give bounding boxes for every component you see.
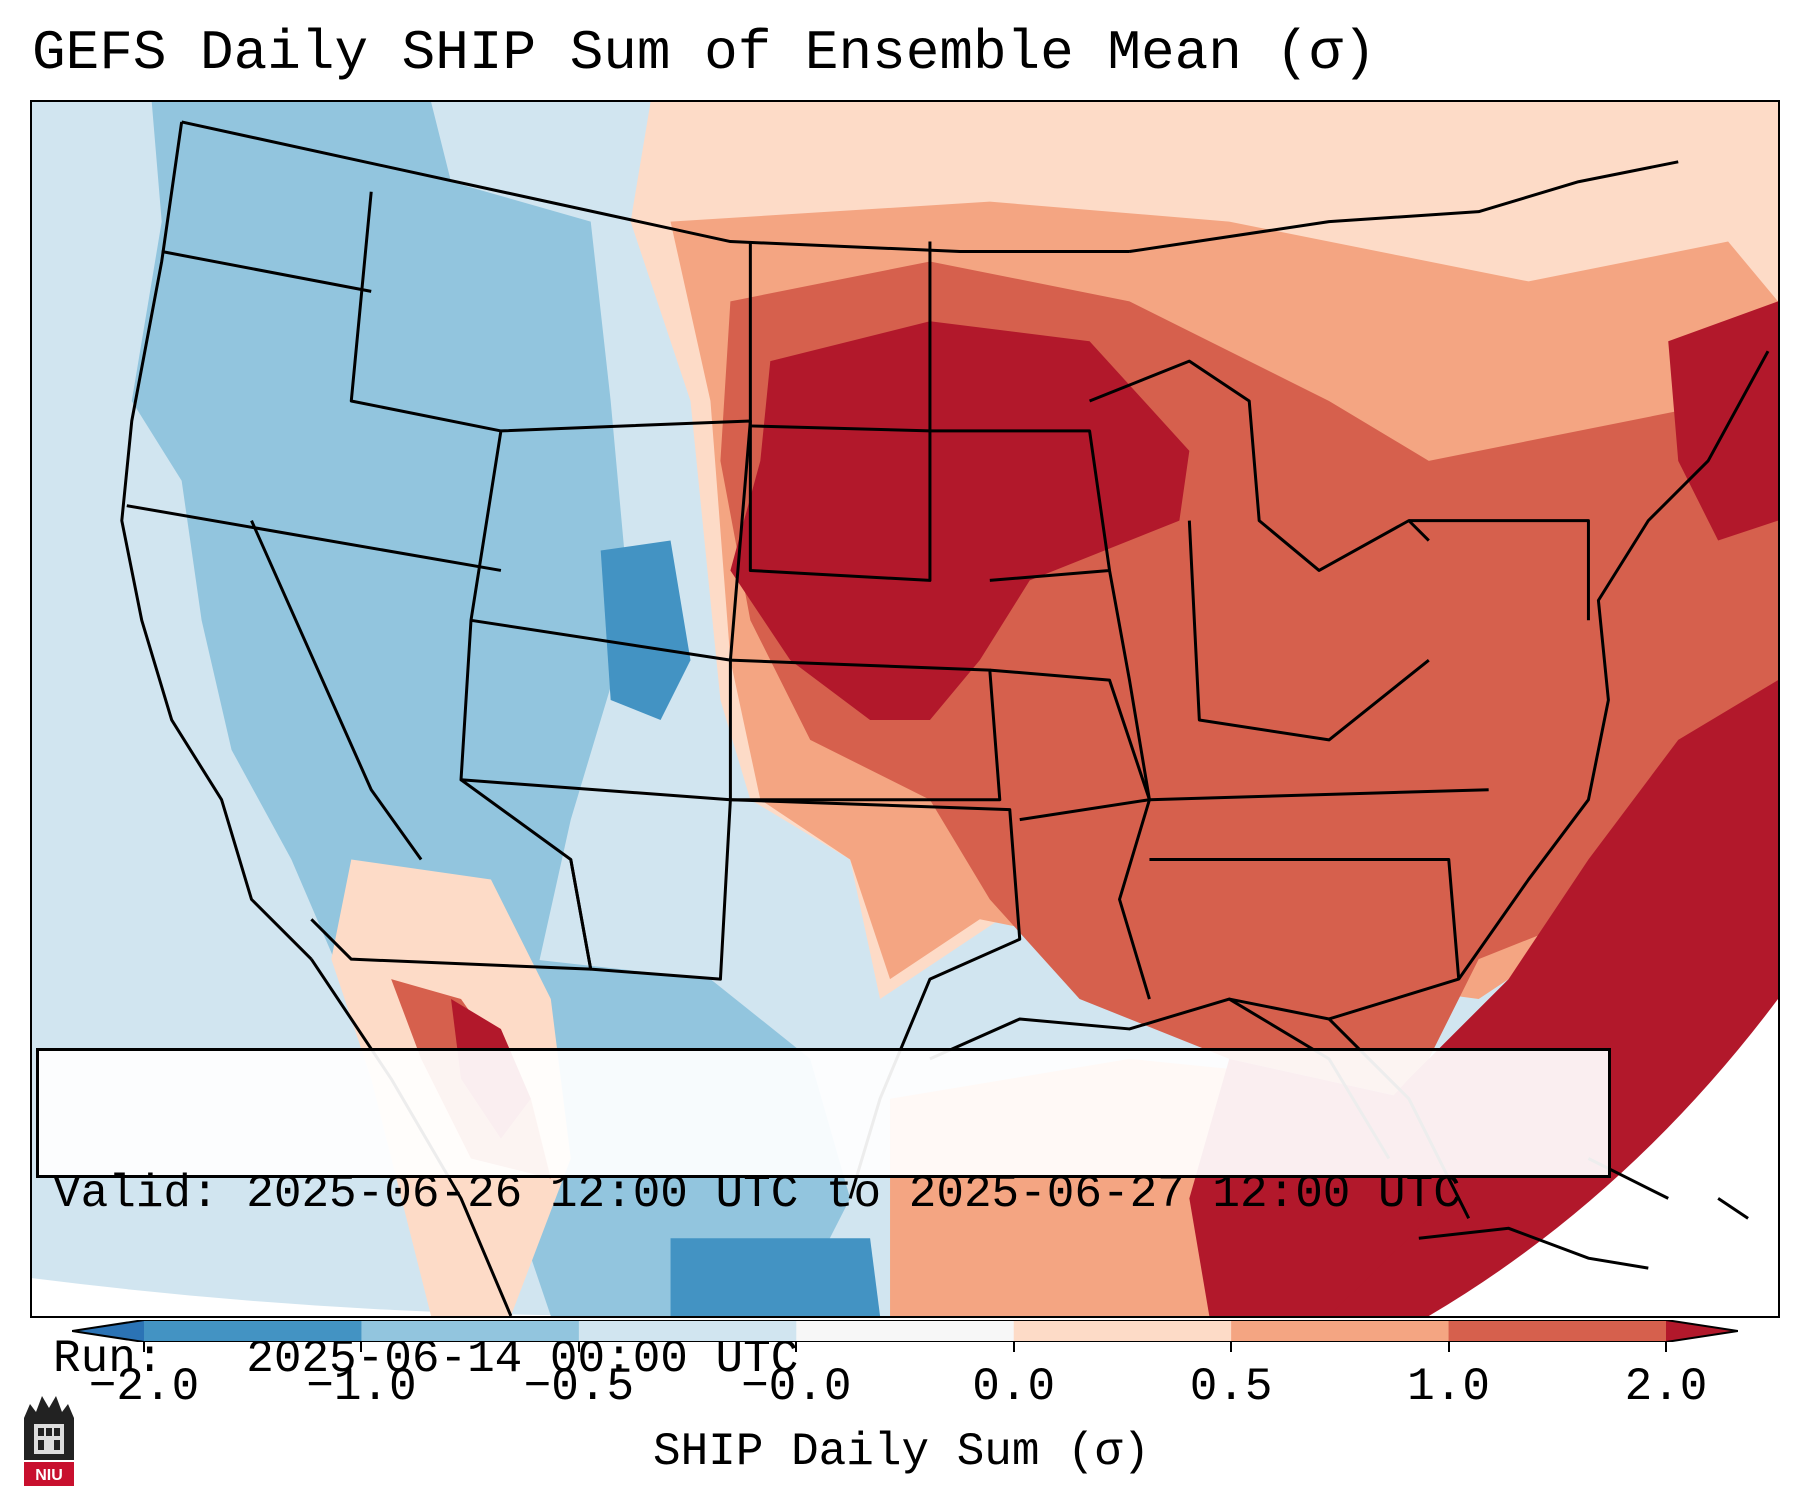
us-west-coast xyxy=(120,121,313,961)
map-panel[interactable] xyxy=(30,100,1780,1318)
new-mexico-arizona xyxy=(310,778,593,971)
colorbar-extend-low xyxy=(72,1320,144,1342)
oregon-california xyxy=(126,504,502,572)
missouri-arkansas xyxy=(989,668,1151,822)
colorbar-tick-mark xyxy=(1665,1342,1667,1352)
colorbar-tick-label: −0.5 xyxy=(523,1361,635,1413)
colorbar-tick-label: −0.0 xyxy=(741,1361,852,1413)
valid-time-text: Valid: 2025-06-26 12:00 UTC to 2025-06-2… xyxy=(53,1168,1461,1220)
colorbar-label: SHIP Daily Sum (σ) xyxy=(653,1426,1150,1478)
colorbar-tick-mark xyxy=(1447,1342,1450,1352)
out-of-domain-corner xyxy=(32,1278,631,1316)
colorbar-segment xyxy=(1013,1320,1232,1342)
field-strong-positive-plains xyxy=(730,321,1190,720)
colorbar-segment xyxy=(1448,1320,1667,1342)
colorbar xyxy=(72,1320,1738,1342)
colorbar-tick-mark xyxy=(1012,1342,1015,1352)
colorbar-tick-label: 0.5 xyxy=(1189,1361,1273,1413)
idaho-line xyxy=(349,191,502,433)
cuba-outline xyxy=(1418,1226,1649,1270)
ohio-valley xyxy=(1187,520,1430,742)
field-strong-negative-colorado xyxy=(600,540,691,720)
colorbar-tick-label: −1.0 xyxy=(306,1361,417,1413)
map-canvas xyxy=(32,102,1778,1316)
colorbar-extend-high xyxy=(1666,1320,1738,1342)
colorbar-tick-label: −2.0 xyxy=(88,1361,200,1413)
colorbar-tick-mark xyxy=(577,1342,580,1352)
field-strong-negative-south xyxy=(670,1238,881,1316)
niu-logo-icon: NIU xyxy=(24,1396,74,1486)
colorbar-segment xyxy=(796,1320,1015,1342)
run-time-text: Run: 2025-06-14 00:00 UTC xyxy=(53,1333,799,1385)
niu-logo: NIU xyxy=(20,1390,78,1490)
field-negative-west xyxy=(131,102,631,1099)
nebraska-kansas xyxy=(730,658,1002,802)
south-dakota-line xyxy=(750,424,930,433)
canada-east xyxy=(1129,160,1679,253)
colorbar-tick-mark xyxy=(795,1342,798,1352)
colorado xyxy=(459,620,732,802)
northeast-states xyxy=(1408,519,1590,621)
colorbar-tick-mark xyxy=(1230,1342,1233,1352)
colorbar-tick-label: 2.0 xyxy=(1624,1361,1708,1413)
colorbar-tick-mark xyxy=(143,1342,145,1352)
field-strong-positive-northeast xyxy=(1668,301,1778,541)
colorbar-segment xyxy=(144,1320,362,1342)
colorbar-tick-label: 0.0 xyxy=(972,1361,1056,1413)
colorbar-segment xyxy=(361,1320,580,1342)
atlantic-coast xyxy=(1457,350,1770,980)
minnesota-iowa xyxy=(929,429,1112,582)
niu-logo-text: NIU xyxy=(35,1467,63,1484)
nevada-utah xyxy=(250,520,423,861)
colorbar-tick-label: 1.0 xyxy=(1407,1361,1490,1413)
chart-title: GEFS Daily SHIP Sum of Ensemble Mean (σ) xyxy=(32,21,1377,85)
colorbar-ticks: −2.0 −1.0 −0.5 −0.0 0.0 0.5 1.0 2.0 xyxy=(0,1342,1803,1412)
colorbar-segment xyxy=(578,1320,797,1342)
colorbar-segment xyxy=(1231,1320,1450,1342)
dakotas xyxy=(748,241,932,582)
tennessee xyxy=(1149,788,1489,802)
validity-info-box: Valid: 2025-06-26 12:00 UTC to 2025-06-2… xyxy=(36,1048,1611,1385)
canada-border xyxy=(181,120,1130,254)
washington-oregon xyxy=(161,250,372,293)
colorbar-canvas xyxy=(72,1320,1738,1342)
colorbar-tick-mark xyxy=(360,1342,363,1352)
